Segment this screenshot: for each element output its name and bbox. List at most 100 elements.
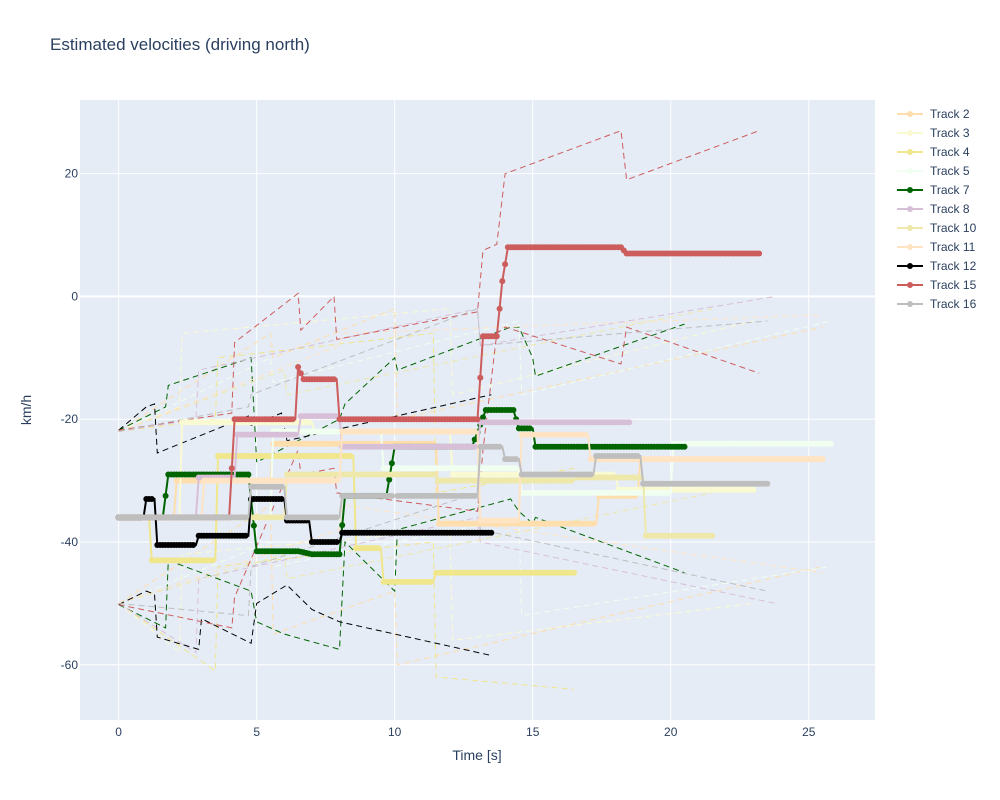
y-axis-title: km/h: [18, 395, 34, 425]
track-marker: [568, 477, 575, 484]
legend-marker-swatch: [907, 206, 913, 212]
track-marker: [582, 431, 589, 438]
track-marker: [488, 529, 495, 536]
track-marker: [471, 428, 478, 435]
track-bound-line: [118, 323, 685, 464]
track-marker: [590, 520, 597, 527]
track-marker: [756, 250, 763, 257]
track-bound-line: [118, 307, 823, 432]
legend-marker-swatch: [907, 244, 913, 250]
track-marker: [571, 569, 578, 576]
y-tick-label: -40: [61, 535, 79, 549]
track-marker: [750, 486, 757, 493]
x-tick-label: 20: [664, 725, 678, 739]
track-marker: [375, 545, 382, 552]
legend-item[interactable]: Track 5: [897, 164, 970, 178]
track-bound-line: [118, 504, 823, 604]
track-marker: [339, 522, 346, 529]
legend-marker-swatch: [907, 301, 913, 307]
track-marker: [502, 261, 509, 268]
track-marker: [278, 483, 285, 490]
legend-item[interactable]: Track 12: [897, 259, 977, 273]
legend-item[interactable]: Track 7: [897, 183, 970, 197]
track-marker: [148, 496, 155, 502]
track-marker: [510, 407, 517, 413]
track-bound-line: [118, 492, 713, 604]
legend-item[interactable]: Track 16: [897, 297, 977, 311]
track-bound-line: [118, 498, 685, 651]
legend-item[interactable]: Track 10: [897, 221, 977, 235]
track-marker: [333, 514, 340, 521]
track-marker: [496, 305, 503, 312]
track-marker: [634, 453, 641, 459]
track-bound-line: [118, 326, 760, 629]
track-marker: [209, 557, 216, 564]
track-marker: [228, 465, 235, 472]
legend-label: Track 3: [930, 126, 970, 140]
track-marker: [471, 492, 478, 499]
track-bound-line: [118, 130, 760, 431]
track-marker: [242, 532, 249, 539]
legend-marker-swatch: [907, 187, 913, 193]
legend-label: Track 10: [930, 221, 977, 235]
legend-item[interactable]: Track 3: [897, 126, 970, 140]
axis-ticks: 0 5 10 15 20 25 -60 -40 -20 0 20: [61, 167, 816, 739]
track-bound-line: [118, 516, 831, 617]
legend-marker-swatch: [907, 263, 913, 269]
track-marker: [709, 532, 716, 539]
track-marker: [471, 443, 478, 450]
y-tick-label: 0: [71, 289, 78, 303]
legend-marker-swatch: [907, 282, 913, 288]
track-series: [115, 244, 763, 521]
track-marker: [333, 477, 340, 484]
track-marker: [474, 416, 481, 423]
track-marker: [496, 443, 503, 450]
track-bound-line: [118, 314, 823, 432]
track-bound-line: [118, 308, 754, 432]
track-marker: [386, 476, 393, 483]
gridlines: [80, 100, 875, 720]
track-marker: [819, 456, 826, 463]
y-tick-label: -20: [61, 412, 79, 426]
legend-marker-swatch: [907, 168, 913, 174]
track-bound-line: [118, 504, 823, 666]
x-tick-label: 15: [526, 725, 540, 739]
track-marker: [292, 431, 299, 438]
y-tick-label: -60: [61, 658, 79, 672]
track-marker: [827, 440, 834, 447]
track-marker: [242, 514, 249, 521]
legend[interactable]: Track 2 Track 3 Track 4 Track 5 Track 7 Track…: [897, 107, 977, 311]
track-marker: [513, 517, 520, 524]
track-marker: [333, 539, 340, 545]
track-marker: [513, 456, 520, 463]
legend-item[interactable]: Track 11: [897, 240, 976, 254]
track-marker: [278, 496, 285, 502]
track-bound-line: [118, 320, 831, 432]
legend-item[interactable]: Track 15: [897, 278, 977, 292]
track-series: [115, 453, 578, 585]
track-bound-line: [118, 492, 768, 617]
track-marker: [513, 465, 520, 472]
legend-label: Track 5: [930, 164, 970, 178]
legend-item[interactable]: Track 2: [897, 107, 970, 121]
legend-label: Track 11: [930, 240, 976, 254]
track-marker: [665, 489, 671, 496]
track-marker: [336, 551, 343, 558]
track-marker: [347, 453, 354, 459]
track-bound-line: [118, 516, 776, 654]
legend-label: Track 15: [930, 278, 977, 292]
legend-label: Track 16: [930, 297, 977, 311]
track-marker: [297, 370, 304, 377]
track-marker: [388, 460, 395, 467]
legend-label: Track 2: [930, 107, 970, 121]
track-marker: [306, 419, 313, 426]
track-marker: [278, 514, 285, 521]
track-bound-line: [118, 307, 768, 432]
track-marker: [250, 522, 257, 529]
legend-item[interactable]: Track 4: [897, 145, 970, 159]
x-tick-label: 10: [388, 725, 402, 739]
legend-label: Track 8: [930, 202, 970, 216]
track-marker: [190, 542, 197, 548]
legend-item[interactable]: Track 8: [897, 202, 970, 216]
